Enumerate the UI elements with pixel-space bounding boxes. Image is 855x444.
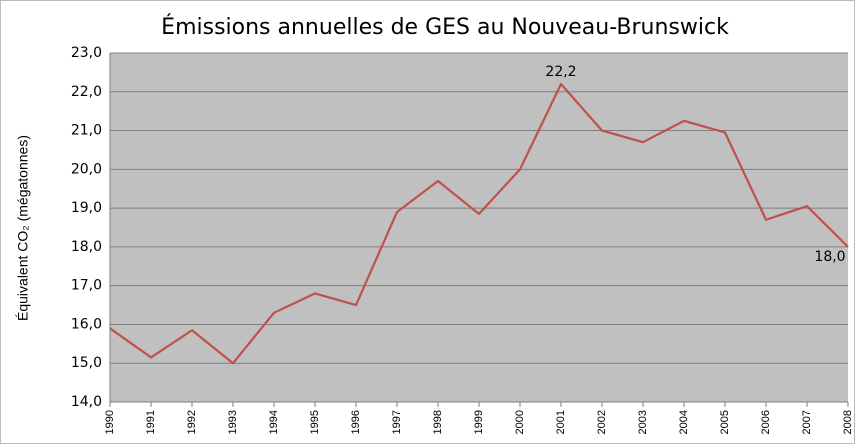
x-tick-label: 1998 <box>432 410 444 434</box>
y-tick-label: 20,0 <box>71 161 102 177</box>
data-line <box>109 82 849 365</box>
y-tick-label: 19,0 <box>71 200 102 216</box>
x-tick-label: 2003 <box>637 410 649 434</box>
x-tick-label: 2001 <box>555 410 567 434</box>
x-tick-label: 2008 <box>842 410 854 434</box>
x-tick-label: 2005 <box>719 410 731 434</box>
x-tick-label: 1992 <box>186 410 198 434</box>
x-tick-label: 1996 <box>350 410 362 434</box>
plot-area <box>110 53 848 402</box>
y-tick-label: 18,0 <box>71 239 102 255</box>
x-tick-label: 2007 <box>801 410 813 434</box>
y-tick-label: 17,0 <box>71 278 102 294</box>
x-tick-label: 1991 <box>145 410 157 434</box>
y-tick-label: 14,0 <box>71 394 102 410</box>
chart-title: Émissions annuelles de GES au Nouveau-Br… <box>161 14 729 40</box>
data-label: 22,2 <box>545 64 576 80</box>
x-tick-label: 1990 <box>104 410 116 434</box>
x-tick-label: 2000 <box>514 410 526 434</box>
x-tick-label: 1997 <box>391 410 403 434</box>
x-tick-label: 2004 <box>678 410 690 434</box>
y-tick-label: 22,0 <box>71 84 102 100</box>
y-tick-label: 23,0 <box>71 45 102 61</box>
x-tick-label: 2002 <box>596 410 608 434</box>
y-tick-label: 21,0 <box>71 123 102 139</box>
x-tick-label: 1999 <box>473 410 485 434</box>
data-label: 18,0 <box>814 249 845 265</box>
x-tick-label: 1995 <box>309 410 321 434</box>
y-tick-label: 16,0 <box>71 316 102 332</box>
y-tick-label: 15,0 <box>71 355 102 371</box>
x-tick-label: 1993 <box>227 410 239 434</box>
x-tick-label: 2006 <box>760 410 772 434</box>
y-axis-label: Équivalent CO₂ (mégatonnes) <box>15 135 31 321</box>
x-tick-label: 1994 <box>268 410 280 434</box>
